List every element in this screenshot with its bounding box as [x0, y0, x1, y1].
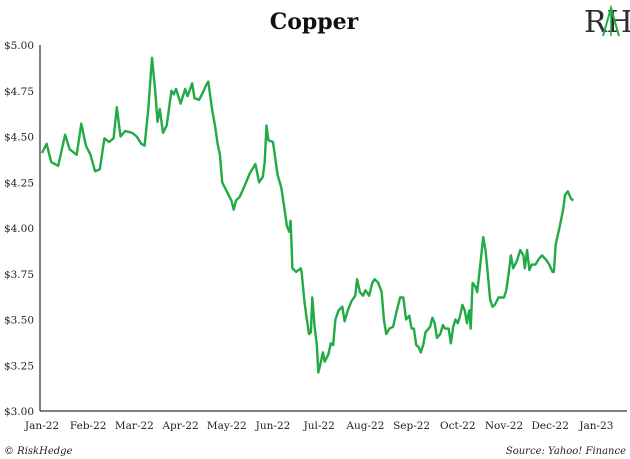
y-tick-labels: $3.00 $3.25 $3.50 $3.75 $4.00 $4.25 $4.50 $4.75… [4, 40, 34, 418]
y-tick-label: $4.25 [4, 177, 34, 189]
x-tick-label: Jan-23 [578, 420, 613, 432]
series-line [40, 56, 575, 374]
y-tick-label: $4.50 [4, 132, 34, 144]
y-tick-label: $4.00 [4, 223, 34, 235]
x-tick-label: Nov-22 [485, 420, 523, 432]
x-tick-label: Mar-22 [115, 420, 154, 432]
x-tick-label: Jun-22 [255, 420, 291, 432]
logo: RH [584, 4, 630, 40]
footer-credit: © RiskHedge [4, 446, 73, 457]
y-tick-label: $3.50 [4, 315, 34, 327]
x-tick-label: Jul-22 [303, 420, 335, 432]
y-tick-label: $5.00 [4, 40, 34, 52]
x-tick-label: Oct-22 [440, 420, 476, 432]
chart-title: Copper [270, 9, 359, 35]
x-tick-label: Sep-22 [393, 420, 430, 432]
x-tick-label: Jan-22 [24, 420, 59, 432]
x-tick-label: Aug-22 [345, 420, 384, 432]
x-tick-label: Feb-22 [70, 420, 107, 432]
y-tick-label: $3.25 [4, 360, 34, 372]
series-group [40, 56, 575, 374]
x-tick-label: May-22 [207, 420, 247, 432]
footer-source: Source: Yahoo! Finance [506, 446, 626, 457]
x-tick-labels: Jan-22 Feb-22 Mar-22 Apr-22 May-22 Jun-22 Jul-… [24, 420, 614, 432]
y-tick-label: $3.00 [4, 406, 34, 418]
logo-leaf-icon [602, 4, 620, 37]
y-tick-label: $3.75 [4, 269, 34, 281]
x-tick-label: Apr-22 [161, 420, 198, 432]
y-tick-label: $4.75 [4, 86, 34, 98]
x-tick-label: Dec-22 [531, 420, 568, 432]
